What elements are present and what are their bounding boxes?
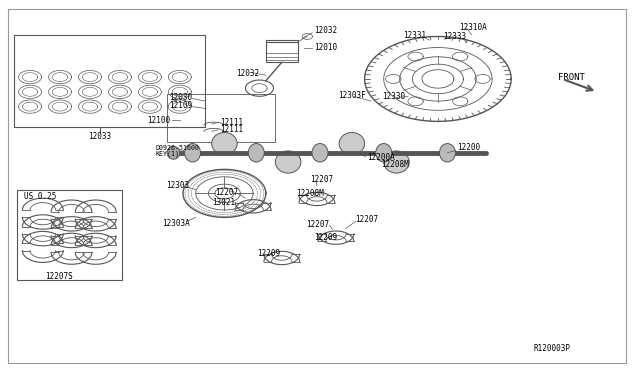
- Text: 12303A: 12303A: [162, 219, 189, 228]
- Text: 13021: 13021: [212, 198, 235, 207]
- Text: 12010: 12010: [314, 43, 337, 52]
- Text: 12303: 12303: [166, 182, 189, 190]
- Text: 12303F: 12303F: [338, 91, 365, 100]
- Ellipse shape: [312, 144, 328, 162]
- Text: FRONT: FRONT: [557, 73, 584, 81]
- Text: 12208M: 12208M: [381, 160, 409, 169]
- Text: 12209: 12209: [314, 233, 337, 242]
- Ellipse shape: [376, 144, 392, 162]
- Text: 12310A: 12310A: [459, 23, 486, 32]
- Text: 12330: 12330: [383, 92, 406, 101]
- Text: 12111: 12111: [221, 125, 244, 134]
- Ellipse shape: [275, 151, 301, 173]
- Ellipse shape: [167, 146, 180, 159]
- Text: 12200: 12200: [457, 143, 480, 152]
- Ellipse shape: [184, 144, 200, 162]
- Text: 12333: 12333: [444, 32, 467, 41]
- Text: 12207: 12207: [355, 215, 378, 224]
- Bar: [17, 190, 122, 280]
- Text: 12207: 12207: [307, 219, 330, 228]
- Text: D0926-51600: D0926-51600: [156, 145, 200, 151]
- Ellipse shape: [440, 144, 456, 162]
- Ellipse shape: [248, 144, 264, 162]
- Ellipse shape: [384, 151, 409, 173]
- Text: 12207: 12207: [310, 175, 333, 184]
- Text: 12209: 12209: [257, 249, 281, 258]
- Text: 12109: 12109: [170, 101, 193, 110]
- Text: R120003P: R120003P: [534, 344, 570, 353]
- Bar: [167, 94, 275, 142]
- Bar: [266, 40, 298, 62]
- Text: 12032: 12032: [236, 69, 259, 78]
- Text: 12030: 12030: [170, 93, 193, 102]
- Ellipse shape: [212, 132, 237, 155]
- Bar: [14, 35, 205, 127]
- Text: 12207S: 12207S: [45, 272, 72, 281]
- Text: 12033: 12033: [88, 132, 112, 141]
- Text: KEY(1): KEY(1): [156, 150, 180, 157]
- Text: 12331: 12331: [403, 31, 426, 40]
- Text: 12100: 12100: [147, 116, 170, 125]
- Text: 12032: 12032: [314, 26, 337, 35]
- Text: 12111: 12111: [221, 118, 244, 127]
- Ellipse shape: [339, 132, 365, 155]
- Text: 12208M: 12208M: [296, 189, 324, 198]
- Text: 12200A: 12200A: [367, 153, 395, 162]
- Text: US 0.25: US 0.25: [24, 192, 56, 201]
- Text: 12207: 12207: [216, 188, 239, 197]
